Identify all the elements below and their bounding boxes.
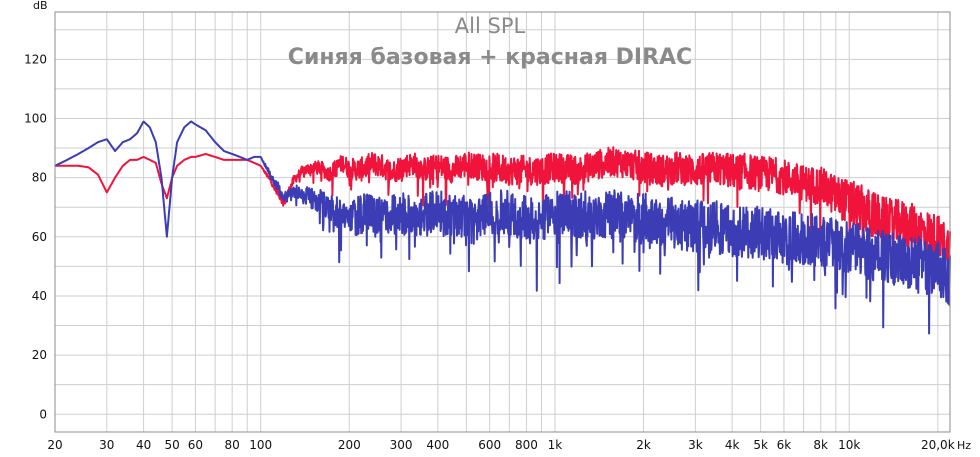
x-tick-label: 800 [515,438,538,452]
x-tick-label: 5k [753,438,768,452]
x-tick-label: 60 [188,438,203,452]
y-tick-label: 100 [24,111,47,125]
series-line-2 [54,120,951,335]
x-tick-label: 6k [777,438,792,452]
y-tick-label: 40 [32,289,47,303]
x-tick-label: 3k [688,438,703,452]
x-tick-label: 40 [136,438,151,452]
grid [54,12,950,432]
x-tick-label: 600 [478,438,501,452]
y-tick-label: 0 [39,407,47,421]
x-tick-labels: 20 30 40 50 60 80 100 200 300 400 600 800 1k 2k 3k 4k 5k… [47,438,954,452]
y-tick-label: 80 [32,171,47,185]
x-tick-label: 100 [249,438,272,452]
x-tick-label: 50 [164,438,179,452]
x-axis-unit-label: Hz [957,439,971,452]
y-tick-label: 120 [24,52,47,66]
y-tick-labels: 0 20 40 60 80 100 120 [24,52,47,421]
plot-frame [54,11,951,433]
x-tick-label: 300 [390,438,413,452]
y-tick-label: 60 [32,230,47,244]
x-tick-label: 8k [813,438,828,452]
x-tick-label: 30 [99,438,114,452]
x-tick-label: 200 [338,438,361,452]
x-tick-label: 80 [225,438,240,452]
x-tick-label: 1k [548,438,563,452]
series-line-1 [54,146,951,273]
series-lines [54,120,951,335]
x-tick-label: 10k [838,438,860,452]
x-tick-label: 4k [725,438,740,452]
chart-subtitle: Синяя базовая + красная DIRAC [288,45,692,70]
x-tick-label: 20 [47,438,62,452]
chart-title: All SPL [455,14,526,38]
x-tick-label: 20,0k [921,438,955,452]
x-tick-label: 400 [426,438,449,452]
y-tick-label: 20 [32,348,47,362]
y-axis-unit-label: dB [33,0,48,12]
x-tick-label: 2k [636,438,651,452]
